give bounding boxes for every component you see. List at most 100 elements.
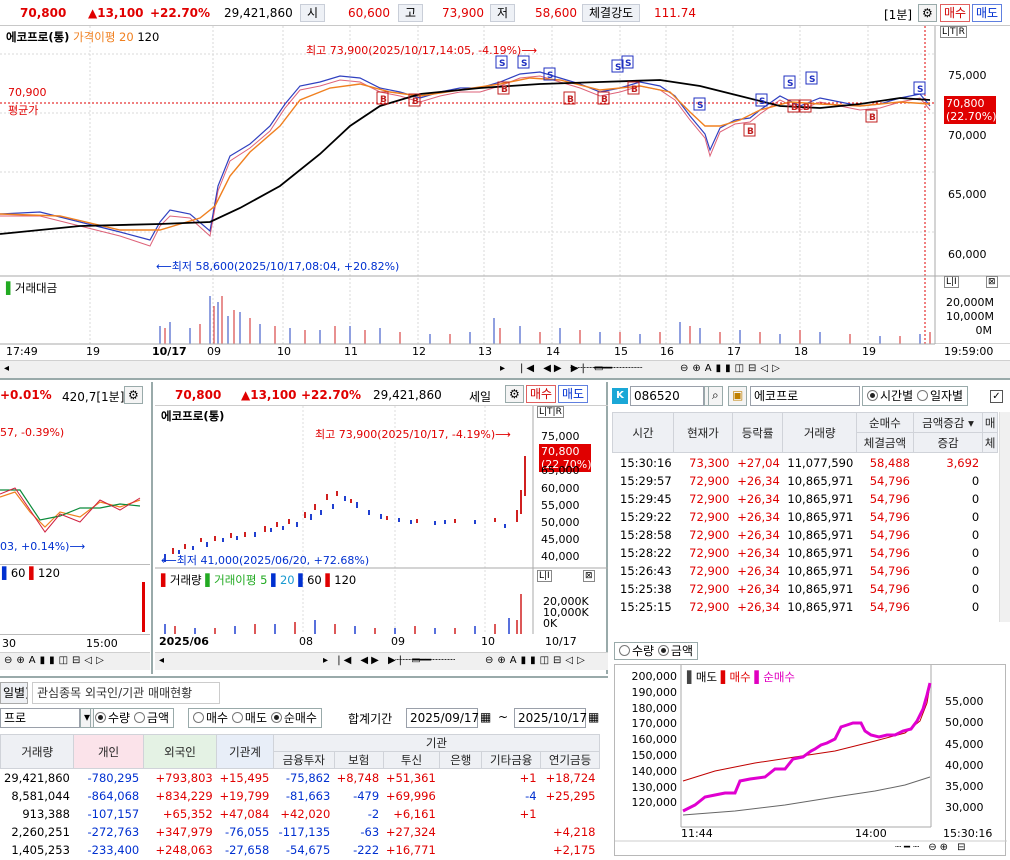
table-row[interactable]: 29,421,860 -780,295 +793,803 +15,495 -75,862… (1, 769, 600, 787)
zoom-slider[interactable]: ┈┈┈━━━┈┈┈┈ (395, 655, 456, 666)
stock-code-input[interactable]: 086520 (630, 386, 704, 406)
main-scrollbar[interactable]: ◂ ▸ |◀ ◀▶ ▶| ▭ ┈┈┈┈━━━┈┈┈┈┈ ⊖⊕A▮▮◫⊟◁▷ (0, 360, 1010, 378)
stock-name-input[interactable]: 에코프로 (750, 386, 860, 406)
scroll-left-icon[interactable]: ◂ (159, 655, 165, 666)
table-row[interactable]: 15:29:22 72,900 +26,34 10,865,971 54,796 0 (612, 508, 998, 526)
trades-panel: K 086520 ▾ ⌕ ▣ 에코프로 시간별 일자별 ✓ 시간 현재가 등락률… (610, 382, 1010, 638)
tab-daily[interactable]: 일별) (0, 682, 28, 704)
sell-button[interactable]: 매도 (558, 385, 589, 403)
opt-buy[interactable]: 매수 (206, 711, 229, 725)
col-amount-change[interactable]: 금액증감 ▾ (912, 412, 984, 433)
flow-chart-svg[interactable] (615, 665, 1007, 857)
table-row[interactable]: 15:26:43 72,900 +26,34 10,865,971 54,796 0 (612, 562, 998, 580)
daily-stock-name: 에코프로(통) (161, 409, 225, 423)
checkbox[interactable]: ✓ (990, 390, 1003, 403)
chart-tool-icons[interactable]: ⊖⊕A▮▮◫⊟◁▷ (680, 363, 784, 374)
y-tick: 140,000 (631, 764, 678, 778)
playback-controls[interactable]: |◀ ◀▶ ▶| ▭ (520, 363, 607, 374)
gear-icon[interactable]: ⚙ (124, 386, 143, 404)
folder-icon[interactable]: ▣ (728, 386, 748, 406)
table-row[interactable]: 15:28:58 72,900 +26,34 10,865,971 54,796 0 (612, 526, 998, 544)
table-row[interactable]: 15:25:38 72,900 +26,34 10,865,971 54,796 0 (612, 580, 998, 598)
playback-controls[interactable]: ▸ |◀ ◀▶ ▶| ▭ (323, 655, 424, 666)
daily-vol-ma5: 거래이평 5 (214, 573, 268, 587)
trades-table: 시간 현재가 등락률 거래량 순매수 금액증감 ▾ 매 체결금액 증감 체 (612, 412, 998, 453)
opt-by-time[interactable]: 시간별 (880, 389, 914, 403)
buy-button[interactable]: 매수 (940, 4, 971, 22)
table-row[interactable]: 913,388 -107,157 +65,352 +47,084 +42,020 -2 +6… (1, 805, 600, 823)
quote-bar: 70,800 ▲13,100 +22.70% 29,421,860 시 60,6… (0, 0, 1010, 26)
table-cell (482, 823, 541, 841)
date-to-input[interactable]: 2025/10/17 (514, 708, 587, 728)
flow-tool-icons[interactable]: ┈━┈ ⊖⊕ ⊟ (895, 842, 969, 853)
ltr-toggle[interactable]: L|T|R (940, 26, 967, 38)
svg-text:B: B (791, 103, 798, 113)
col-insurance: 보험 (333, 751, 384, 769)
side-toggle[interactable]: 매수 매도 순매수 (188, 708, 322, 728)
calendar-icon[interactable]: ▦ (588, 710, 600, 724)
mini-scrollbar[interactable]: ⊖⊕A▮▮◫⊟◁▷ (0, 652, 150, 670)
table-row[interactable]: 15:29:57 72,900 +26,34 10,865,971 54,796 0 (612, 472, 998, 490)
table-cell (440, 805, 482, 823)
table-row[interactable]: 15:28:22 72,900 +26,34 10,865,971 54,796 0 (612, 544, 998, 562)
x-tick: 14 (546, 345, 560, 358)
close-icon[interactable]: ⊠ (583, 570, 595, 582)
table-cell: 54,796 (869, 492, 910, 506)
view-toggle[interactable]: 시간별 일자별 (862, 386, 969, 406)
table-cell: 10,865,971 (787, 546, 854, 560)
sell-button[interactable]: 매도 (972, 4, 1003, 22)
col-foreign: 외국인 (142, 734, 218, 769)
chart-tool-icons[interactable]: ⊖⊕A▮▮◫⊟◁▷ (485, 655, 589, 666)
daily-scrollbar[interactable]: ◂ ▸ |◀ ◀▶ ▶| ▭ ┈┈┈━━━┈┈┈┈ ⊖⊕A▮▮◫⊟◁▷ (155, 652, 608, 670)
unit-toggle[interactable]: 수량 금액 (90, 708, 175, 728)
opt-net[interactable]: 순매수 (283, 711, 317, 725)
table-cell (482, 841, 541, 859)
ltr-toggle[interactable]: L|T|R (537, 406, 564, 418)
avg-label: 평균가 (8, 104, 39, 117)
svg-text:S: S (547, 71, 553, 81)
vol-tick: 20,000K (543, 595, 589, 608)
calendar-icon[interactable]: ▦ (480, 710, 492, 724)
vol-li-toggle[interactable]: L|I (944, 276, 959, 288)
table-row[interactable]: 1,405,253 -233,400 +248,063 -27,658 -54,675 -… (1, 841, 600, 859)
table-row[interactable]: 15:29:45 72,900 +26,34 10,865,971 54,796 0 (612, 490, 998, 508)
flow-unit-toggle[interactable]: 수량 금액 (614, 642, 699, 660)
interval-label[interactable]: [1분] (884, 8, 913, 22)
y-tick: 190,000 (631, 685, 678, 699)
vertical-scrollbar[interactable] (999, 412, 1010, 622)
mini-label[interactable]: 420,7[1분] (62, 390, 125, 404)
table-cell (983, 544, 998, 562)
daily-chart-svg[interactable] (155, 406, 608, 634)
gear-icon[interactable]: ⚙ (918, 4, 937, 22)
y-tick: 180,000 (631, 701, 678, 715)
table-cell: +19,799 (219, 788, 270, 803)
search-icon[interactable]: ⌕ (708, 386, 723, 406)
table-row[interactable]: 2,260,251 -272,763 +347,979 -76,055 -117,135… (1, 823, 600, 841)
scroll-right-icon[interactable]: ▸ (500, 363, 506, 374)
daily-mode[interactable]: 세일 (469, 390, 492, 404)
opt-by-day[interactable]: 일자별 (929, 389, 964, 403)
opt-quantity[interactable]: 수량 (632, 644, 655, 658)
table-cell: 10,865,971 (787, 564, 854, 578)
close-icon[interactable]: ⊠ (986, 276, 998, 288)
tab-watchlist-flow[interactable]: 관심종목 외국인/기관 매매현황 (32, 682, 220, 704)
table-cell (440, 787, 482, 805)
investor-stock-input[interactable]: 프로 (0, 708, 80, 728)
mini-vol-legend: ▌60 ▌120 (2, 566, 60, 580)
scroll-left-icon[interactable]: ◂ (4, 363, 10, 374)
opt-qty[interactable]: 수량 (108, 711, 131, 725)
zoom-slider[interactable]: ┈┈┈┈━━━┈┈┈┈┈ (570, 363, 643, 374)
gear-icon[interactable]: ⚙ (505, 385, 524, 403)
date-from-input[interactable]: 2025/09/17 (406, 708, 479, 728)
opt-sell[interactable]: 매도 (244, 711, 268, 725)
opt-amt[interactable]: 금액 (146, 711, 170, 725)
buy-button[interactable]: 매수 (526, 385, 557, 403)
table-row[interactable]: 8,581,044 -864,068 +834,229 +19,799 -81,663 -… (1, 787, 600, 805)
table-row[interactable]: 15:25:15 72,900 +26,34 10,865,971 54,796 0 (612, 598, 998, 616)
vol-li-toggle[interactable]: L|I (537, 570, 552, 582)
table-row[interactable]: 15:30:16 73,300 +27,04 11,077,590 58,488 3,69… (612, 454, 998, 472)
table-cell: 72,900 (689, 474, 730, 488)
mini-price-svg[interactable] (0, 442, 150, 542)
opt-amount[interactable]: 금액 (670, 644, 694, 658)
